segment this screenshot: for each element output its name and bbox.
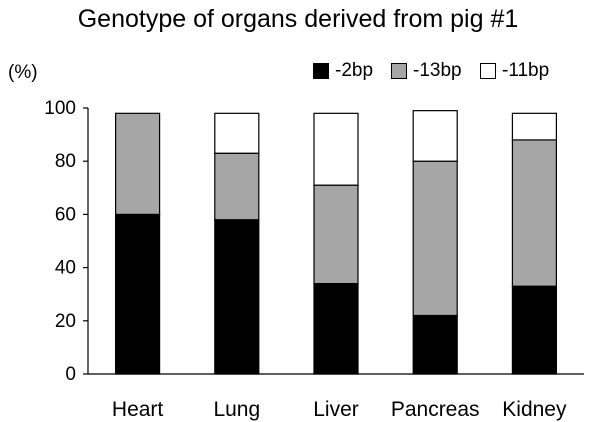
bar-segment: [114, 213, 161, 375]
x-tick-label: Heart: [112, 398, 164, 421]
bar-segment: [511, 112, 558, 141]
legend-swatch-11bp: [480, 63, 496, 79]
y-tick-label: 20: [55, 311, 76, 332]
bar-segment: [412, 314, 458, 375]
legend-item-13bp: -13bp: [391, 60, 462, 82]
bar-segment: [511, 285, 558, 375]
x-tick-label: Pancreas: [391, 398, 480, 421]
bar-segment: [412, 110, 458, 162]
bar-segment: [313, 282, 359, 375]
bar-segment: [114, 112, 161, 216]
legend-label-13bp: -13bp: [413, 60, 462, 81]
bar-segment: [214, 219, 260, 375]
bar-segment: [313, 184, 359, 285]
legend-label-11bp: -11bp: [502, 60, 550, 81]
y-tick-label: 80: [55, 151, 76, 172]
x-tick-label: Lung: [213, 398, 260, 421]
legend-label-2bp: -2bp: [335, 60, 374, 81]
bar-segment: [214, 152, 260, 221]
bar-segment: [214, 112, 260, 154]
legend-item-11bp: -11bp: [480, 60, 549, 82]
legend: -2bp -13bp -11bp: [0, 60, 596, 84]
chart-title: Genotype of organs derived from pig #1: [77, 5, 519, 33]
bar-segment: [313, 112, 359, 186]
bar-segment: [412, 160, 458, 317]
y-tick-label: 60: [55, 204, 76, 225]
x-tick-label: Kidney: [502, 398, 567, 421]
y-tick-label: 0: [65, 364, 76, 385]
legend-item-2bp: -2bp: [313, 60, 373, 82]
x-tick-label: Liver: [313, 398, 359, 421]
legend-swatch-13bp: [391, 63, 407, 79]
y-axis-label: (%): [8, 62, 38, 83]
legend-swatch-2bp: [313, 63, 329, 79]
y-tick-label: 100: [44, 98, 76, 119]
y-tick-label: 40: [55, 258, 76, 279]
bar-segment: [511, 139, 558, 287]
